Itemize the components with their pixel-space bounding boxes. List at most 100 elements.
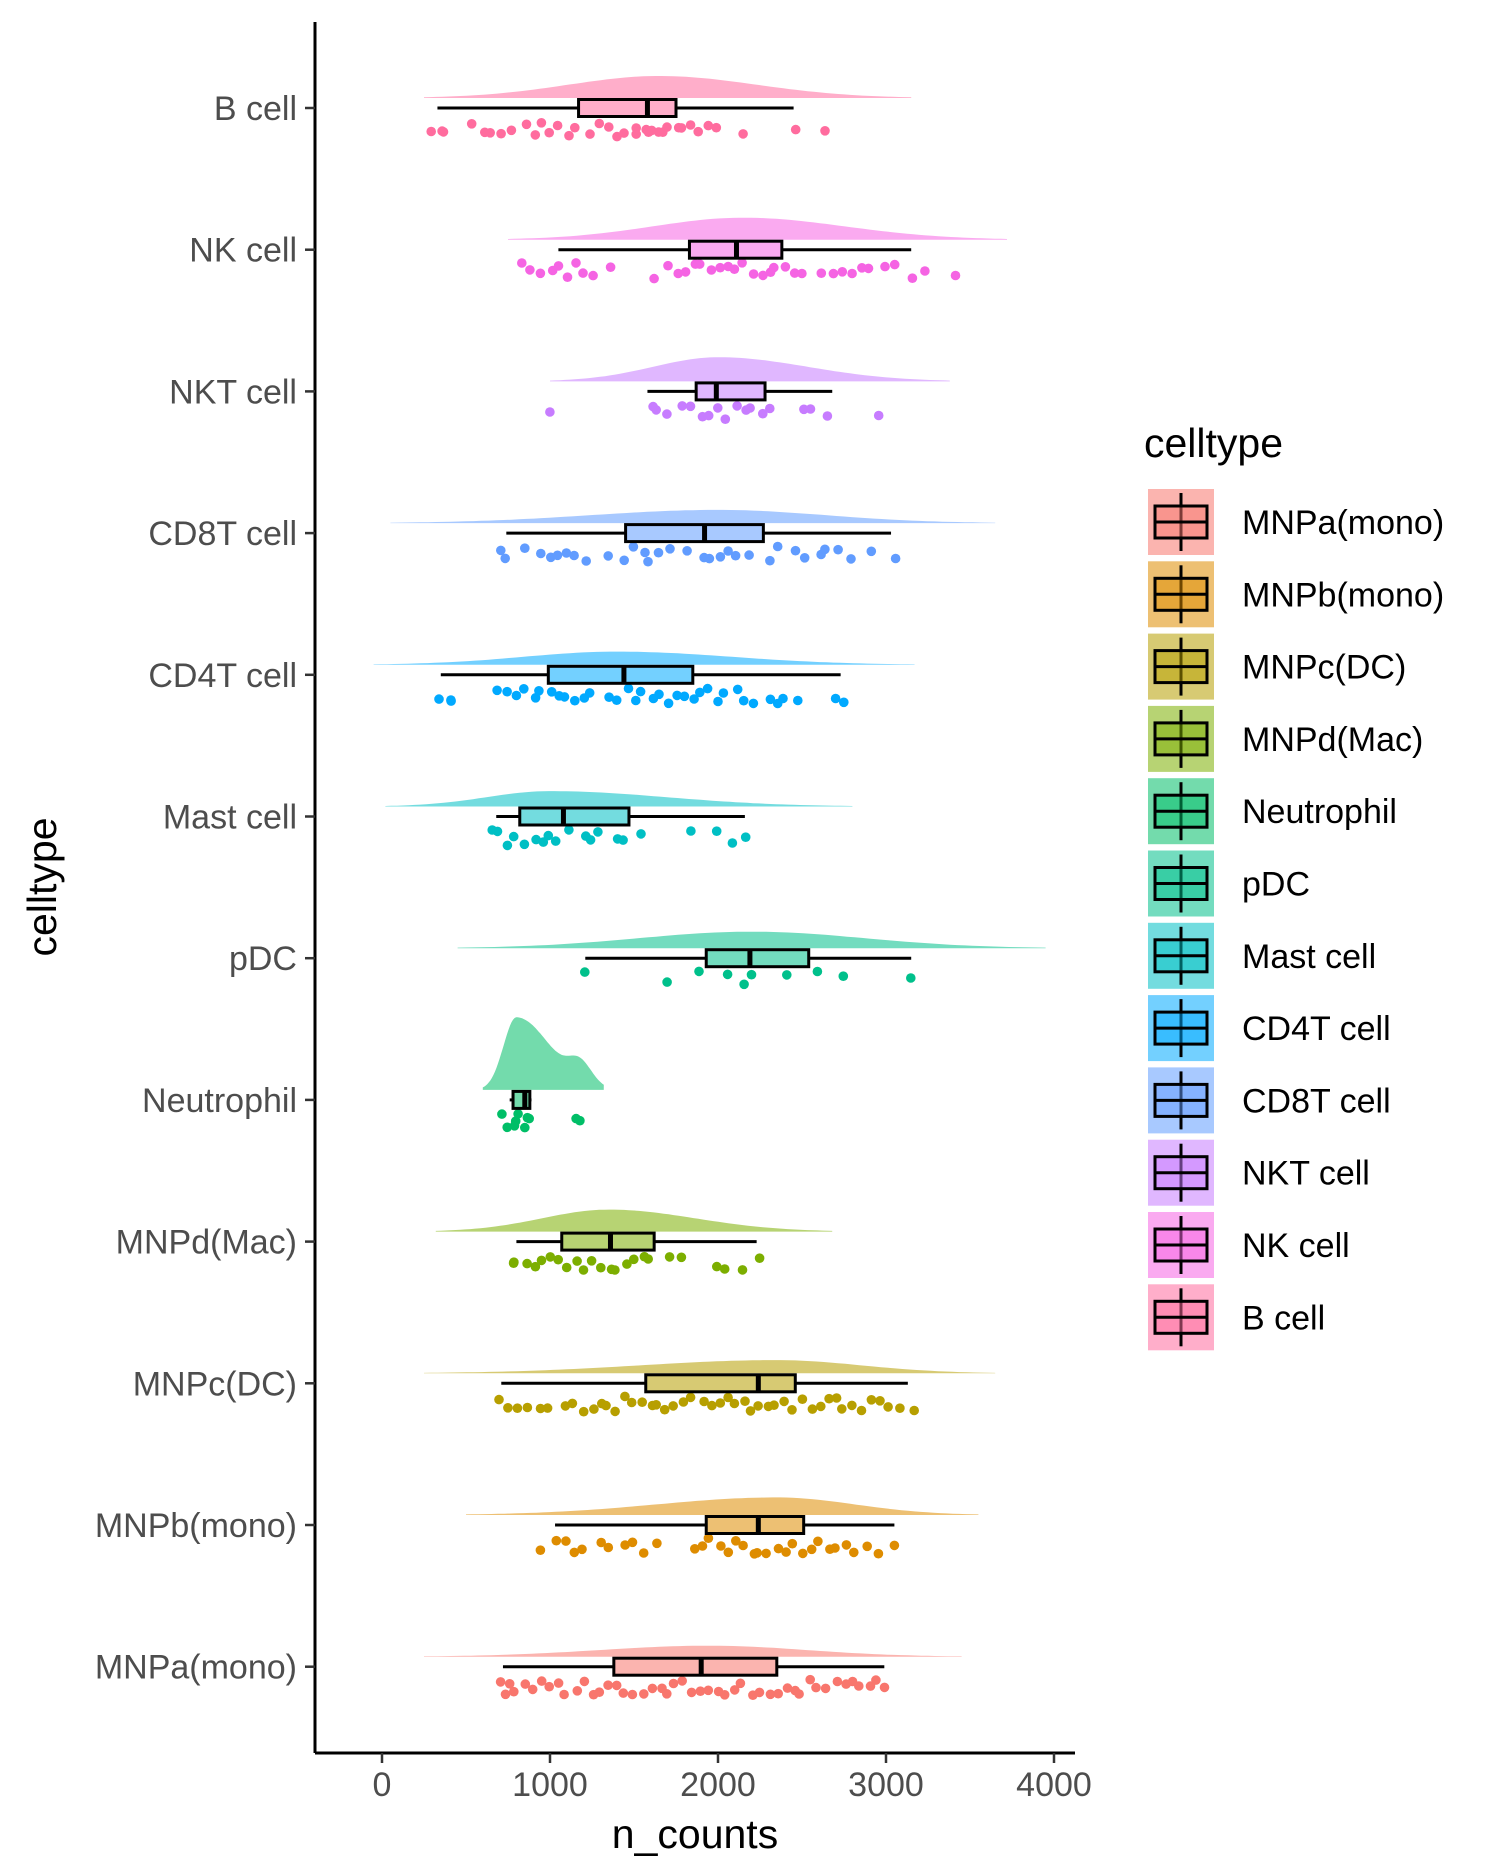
data-point: [849, 1547, 859, 1558]
data-point: [765, 694, 776, 705]
data-point: [856, 1405, 867, 1416]
data-point: [594, 118, 605, 129]
data-point: [806, 1544, 817, 1555]
legend-label: MNPd(Mac): [1242, 721, 1423, 759]
data-point: [619, 128, 629, 138]
series-mnpc-dc: [424, 1360, 996, 1417]
density-cd8t-cell: [390, 509, 996, 524]
x-tick-label: 0: [373, 1766, 392, 1804]
data-point: [585, 835, 596, 845]
data-point: [697, 1541, 708, 1551]
data-point: [807, 1404, 818, 1414]
data-point: [517, 258, 527, 268]
data-point: [694, 259, 705, 269]
legend-label: MNPc(DC): [1242, 649, 1406, 687]
data-point: [695, 687, 705, 698]
data-point: [502, 686, 512, 697]
data-point: [593, 827, 603, 837]
data-point: [735, 1678, 746, 1689]
data-point: [716, 1541, 726, 1551]
data-point: [690, 1544, 700, 1554]
density-neutrophil: [482, 1017, 604, 1090]
data-point: [769, 262, 779, 273]
data-point: [830, 693, 841, 704]
data-point: [695, 1686, 706, 1696]
data-point: [496, 545, 506, 556]
data-point: [745, 403, 755, 413]
data-point: [854, 1681, 864, 1691]
data-point: [739, 979, 749, 990]
data-point: [787, 1405, 797, 1415]
y-tick-label: CD8T cell: [148, 515, 297, 553]
data-point: [520, 1122, 530, 1133]
data-point: [610, 1406, 620, 1417]
data-point: [805, 404, 816, 414]
data-point: [895, 1403, 905, 1413]
box-mnpd-mac: [560, 1231, 656, 1252]
data-point: [841, 1540, 852, 1550]
legend-label: MNPb(mono): [1242, 576, 1444, 614]
x-tick-label: 1000: [512, 1766, 588, 1804]
data-point: [832, 1676, 843, 1687]
legend-entry-mnpb-mono: MNPb(mono): [1148, 561, 1444, 628]
data-point: [485, 128, 496, 138]
data-point: [797, 268, 807, 279]
data-point: [509, 1686, 519, 1697]
data-point: [513, 1109, 523, 1119]
data-point: [730, 550, 741, 561]
data-point: [538, 837, 549, 847]
legend-entry-nk-cell: NK cell: [1148, 1212, 1350, 1278]
legend: celltype MNPa(mono) MNPb(mono) MNPc(DC) MNP…: [1144, 420, 1444, 1351]
data-point: [676, 1252, 687, 1263]
data-point: [723, 1392, 733, 1403]
series-b-cell: [424, 76, 912, 142]
data-point: [838, 971, 849, 981]
data-point: [678, 1397, 689, 1407]
data-point: [828, 268, 839, 279]
data-point: [839, 697, 849, 708]
y-tick-label: Mast cell: [163, 799, 297, 837]
data-point: [578, 1406, 589, 1417]
data-point: [664, 1252, 675, 1262]
data-point: [787, 1538, 798, 1549]
data-point: [579, 1676, 590, 1687]
data-point: [525, 265, 535, 275]
box-cd4t-cell: [546, 664, 695, 685]
data-point: [830, 1543, 840, 1553]
data-point: [799, 553, 810, 563]
data-point: [603, 1542, 614, 1553]
data-point: [594, 1687, 605, 1697]
data-point: [873, 410, 884, 421]
data-point: [578, 268, 588, 278]
data-point: [765, 555, 775, 566]
data-point: [920, 266, 930, 276]
series-mnpb-mono: [466, 1497, 979, 1559]
data-point: [793, 695, 803, 706]
data-point: [871, 1675, 881, 1685]
data-point: [686, 1687, 697, 1698]
data-point: [536, 1676, 547, 1686]
data-point: [570, 122, 580, 133]
data-point: [677, 1676, 687, 1686]
data-point: [629, 1254, 639, 1265]
data-point: [862, 1541, 872, 1552]
data-point: [711, 826, 722, 836]
data-point: [837, 1404, 847, 1414]
data-point: [790, 124, 801, 135]
data-point: [508, 831, 519, 842]
data-point: [662, 977, 672, 987]
data-point: [805, 1674, 815, 1685]
box-mast-cell: [518, 806, 631, 827]
data-point: [703, 120, 714, 131]
density-mnpa-mono: [424, 1645, 962, 1657]
data-point: [723, 546, 733, 556]
data-point: [536, 118, 547, 128]
data-point: [466, 119, 477, 129]
data-point: [694, 966, 704, 977]
data-point: [693, 126, 703, 137]
data-point: [530, 1261, 541, 1272]
data-point: [889, 259, 900, 270]
data-point: [626, 1397, 637, 1408]
data-point: [500, 1689, 511, 1700]
data-point: [732, 684, 743, 695]
